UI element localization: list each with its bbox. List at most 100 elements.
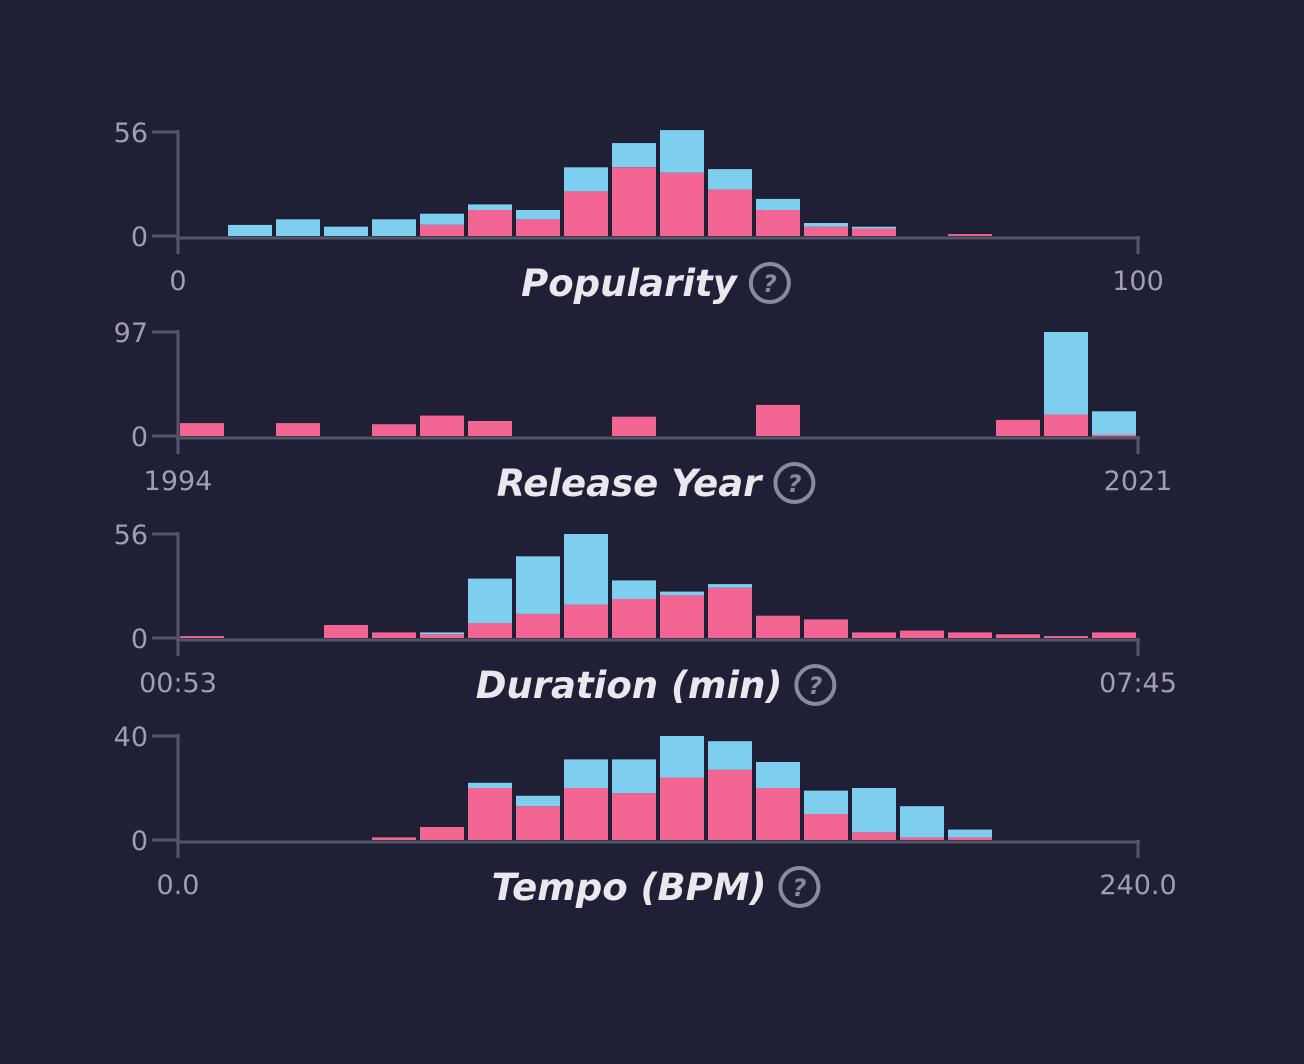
bar-segment-a[interactable] (948, 234, 992, 236)
bar-segment-a[interactable] (564, 191, 608, 236)
bar-segment-a[interactable] (708, 587, 752, 638)
bar-segment-a[interactable] (804, 226, 848, 236)
bar-segment-b[interactable] (900, 806, 944, 838)
bar-segment-b[interactable] (660, 591, 704, 596)
bar-segment-a[interactable] (756, 404, 800, 436)
bar-segment-a[interactable] (516, 806, 560, 840)
bar-segment-a[interactable] (564, 604, 608, 638)
bar-segment-a[interactable] (180, 636, 224, 638)
bar-segment-a[interactable] (852, 632, 896, 638)
bar-segment-a[interactable] (276, 423, 320, 436)
help-icon[interactable]: ? (773, 462, 816, 504)
bar-segment-b[interactable] (564, 759, 608, 788)
bar-segment-b[interactable] (324, 226, 368, 236)
bar-segment-a[interactable] (804, 619, 848, 638)
bar-segment-a[interactable] (996, 419, 1040, 436)
bar-segment-b[interactable] (468, 204, 512, 210)
bar-segment-a[interactable] (564, 788, 608, 840)
y-tick-label: 40 (114, 722, 148, 753)
bar-segment-a[interactable] (804, 814, 848, 840)
bar-segment-b[interactable] (852, 226, 896, 229)
bar-segment-b[interactable] (804, 790, 848, 814)
x-tick-label: 100 (1112, 266, 1164, 297)
bar-segment-a[interactable] (420, 634, 464, 638)
bar-segment-b[interactable] (516, 795, 560, 807)
x-tick-label: 00:53 (139, 668, 217, 699)
bar-segment-a[interactable] (324, 625, 368, 638)
bar-segment-b[interactable] (852, 788, 896, 833)
bar-segment-b[interactable] (516, 210, 560, 220)
bar-segment-b[interactable] (708, 741, 752, 770)
bar-segment-b[interactable] (1044, 332, 1088, 415)
help-icon-ring (778, 866, 821, 908)
bar-segment-a[interactable] (948, 632, 992, 638)
bar-segment-b[interactable] (660, 130, 704, 173)
bar-segment-b[interactable] (420, 213, 464, 225)
bar-segment-b[interactable] (1092, 411, 1136, 435)
bar-segment-b[interactable] (708, 584, 752, 588)
bar-segment-b[interactable] (948, 829, 992, 838)
bar-segment-a[interactable] (852, 832, 896, 840)
y-tick-label: 97 (114, 318, 148, 349)
histogram-4: 0 40 0.0 240.0 Tempo (BPM)? (114, 722, 1177, 909)
bar-segment-b[interactable] (516, 556, 560, 614)
bar-segment-a[interactable] (708, 769, 752, 840)
bar-segment-b[interactable] (468, 782, 512, 788)
bar-segment-a[interactable] (372, 632, 416, 638)
bar-segment-a[interactable] (900, 630, 944, 638)
bar-segment-a[interactable] (660, 777, 704, 840)
bar-segment-b[interactable] (276, 219, 320, 236)
bar-segment-a[interactable] (1044, 636, 1088, 638)
bar-segment-b[interactable] (612, 759, 656, 794)
x-tick-label: 2021 (1104, 466, 1173, 497)
bar-segment-a[interactable] (468, 788, 512, 840)
bar-segment-b[interactable] (420, 632, 464, 635)
bar-segment-a[interactable] (1092, 632, 1136, 638)
bar-segment-b[interactable] (468, 578, 512, 624)
bar-segment-b[interactable] (612, 143, 656, 168)
bar-segment-a[interactable] (420, 415, 464, 436)
bar-segment-a[interactable] (612, 416, 656, 436)
y-tick-label: 56 (114, 520, 148, 551)
bar-segment-b[interactable] (228, 224, 272, 236)
bar-segment-a[interactable] (420, 827, 464, 840)
bar-segment-a[interactable] (516, 219, 560, 236)
bar-segment-a[interactable] (660, 595, 704, 638)
bar-segment-b[interactable] (660, 736, 704, 778)
axis-title: Release Year (497, 462, 765, 505)
bar-segment-a[interactable] (612, 793, 656, 840)
bar-segment-a[interactable] (660, 172, 704, 236)
bar-segment-a[interactable] (1092, 434, 1136, 437)
bar-segment-a[interactable] (852, 228, 896, 236)
bar-segment-b[interactable] (708, 169, 752, 190)
bar-segment-a[interactable] (612, 599, 656, 638)
bar-segment-a[interactable] (468, 210, 512, 236)
bar-segment-b[interactable] (804, 223, 848, 227)
bar-segment-b[interactable] (756, 198, 800, 210)
bar-segment-a[interactable] (420, 224, 464, 236)
bar-segment-a[interactable] (948, 837, 992, 840)
bar-segment-b[interactable] (612, 580, 656, 599)
bar-segment-a[interactable] (756, 615, 800, 638)
bar-segment-b[interactable] (756, 762, 800, 788)
help-icon-glyph: ? (792, 874, 806, 902)
bar-segment-a[interactable] (468, 623, 512, 638)
bar-segment-a[interactable] (996, 634, 1040, 638)
help-icon[interactable]: ? (748, 262, 791, 304)
bar-segment-a[interactable] (372, 837, 416, 840)
bar-segment-a[interactable] (1044, 414, 1088, 436)
bar-segment-b[interactable] (564, 534, 608, 605)
help-icon[interactable]: ? (778, 866, 821, 908)
bar-segment-a[interactable] (708, 189, 752, 236)
bar-segment-a[interactable] (372, 424, 416, 436)
bar-segment-a[interactable] (900, 837, 944, 840)
bar-segment-b[interactable] (564, 167, 608, 192)
bar-segment-a[interactable] (516, 613, 560, 638)
bar-segment-a[interactable] (468, 421, 512, 436)
bar-segment-a[interactable] (612, 167, 656, 236)
help-icon[interactable]: ? (794, 664, 837, 706)
bar-segment-b[interactable] (372, 219, 416, 236)
bar-segment-a[interactable] (180, 423, 224, 436)
bar-segment-a[interactable] (756, 788, 800, 840)
bar-segment-a[interactable] (756, 210, 800, 236)
